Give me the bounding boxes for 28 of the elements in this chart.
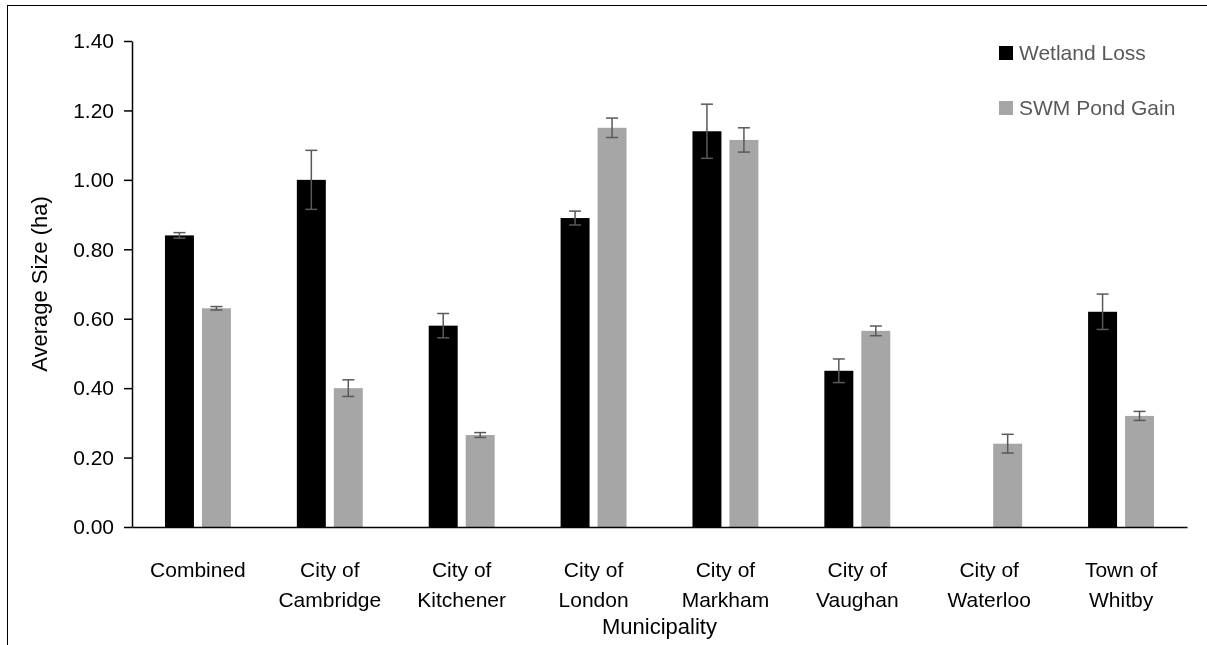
legend-label: SWM Pond Gain [1019, 96, 1176, 120]
x-tick-label: City of Vaughan [816, 558, 899, 611]
x-tick-label: Town of Whitby [1084, 558, 1158, 611]
y-tick-label: 1.00 [73, 168, 114, 192]
bar [861, 330, 891, 527]
bar [465, 435, 495, 527]
y-tick-label: 0.00 [73, 515, 114, 539]
y-tick-label: 0.20 [73, 445, 114, 469]
legend-label: Wetland Loss [1019, 41, 1146, 65]
x-tick-label: City of London [558, 558, 629, 611]
bar [597, 127, 627, 527]
x-tick-label: City of Kitchener [417, 558, 507, 611]
bar [333, 388, 363, 527]
y-tick-label: 1.40 [73, 29, 114, 53]
x-axis-title: Municipality [602, 614, 717, 639]
bar [993, 443, 1023, 527]
x-tick-label: City of Cambridge [278, 558, 382, 611]
y-axis-title: Average Size (ha) [26, 196, 52, 372]
x-tick-label: Combined [150, 558, 246, 581]
y-tick-label: 0.40 [73, 376, 114, 400]
x-tick-label: City of Waterloo [947, 558, 1031, 611]
y-tick-label: 0.80 [73, 237, 114, 261]
bar [1125, 415, 1155, 527]
bar [201, 308, 231, 527]
x-tick-label: City of Markham [681, 558, 770, 611]
y-tick-label: 0.60 [73, 306, 114, 330]
y-tick-label: 1.20 [73, 98, 114, 122]
bar [729, 139, 759, 527]
